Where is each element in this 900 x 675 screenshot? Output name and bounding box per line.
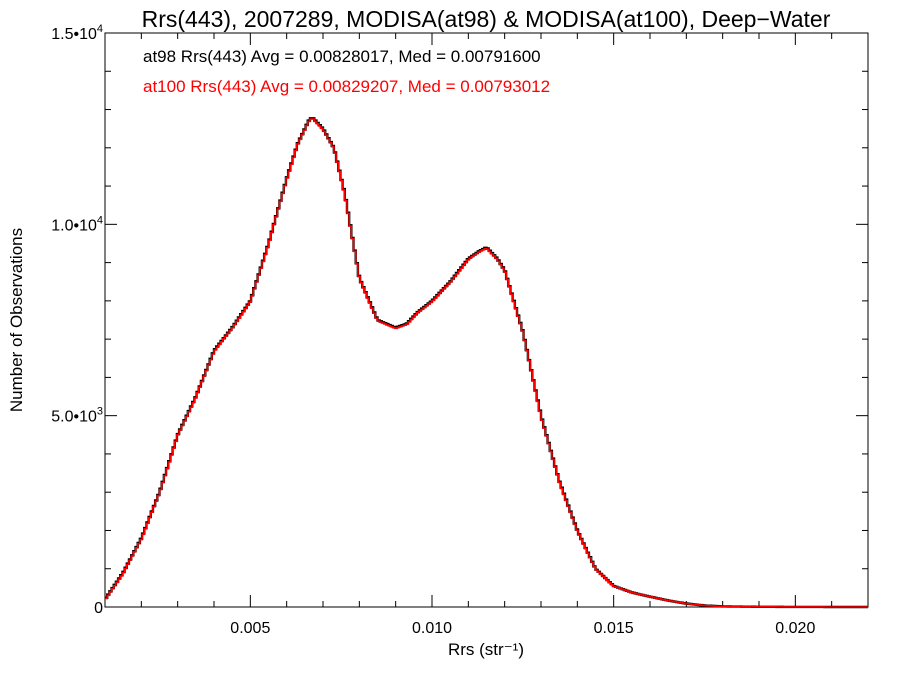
x-axis-label: Rrs (str⁻¹) (448, 640, 524, 659)
annotation-at98: at98 Rrs(443) Avg = 0.00828017, Med = 0.… (143, 47, 541, 66)
chart-title: Rrs(443), 2007289, MODISA(at98) & MODISA… (142, 6, 831, 32)
y-axis-label: Number of Observations (7, 228, 26, 412)
plot-frame (104, 32, 869, 608)
x-axis-ticks: 0.005 0.010 0.015 0.020 (140, 33, 833, 637)
y-tick-label: 0 (94, 600, 103, 617)
series-layer (105, 117, 868, 609)
x-tick-label: 0.005 (230, 620, 270, 637)
series-line-1 (105, 118, 868, 608)
annotation-at100: at100 Rrs(443) Avg = 0.00829207, Med = 0… (143, 77, 550, 96)
y-tick-label: 5.0•103 (51, 406, 103, 426)
y-tick-label: 1.5•104 (51, 23, 103, 43)
x-tick-label: 0.020 (775, 620, 815, 637)
y-tick-label: 1.0•104 (51, 214, 103, 234)
series-line-0 (105, 117, 868, 609)
x-tick-label: 0.015 (594, 620, 634, 637)
y-axis-ticks: 0 5.0•103 1.0•104 1.5•104 (51, 23, 868, 617)
x-tick-label: 0.010 (412, 620, 452, 637)
